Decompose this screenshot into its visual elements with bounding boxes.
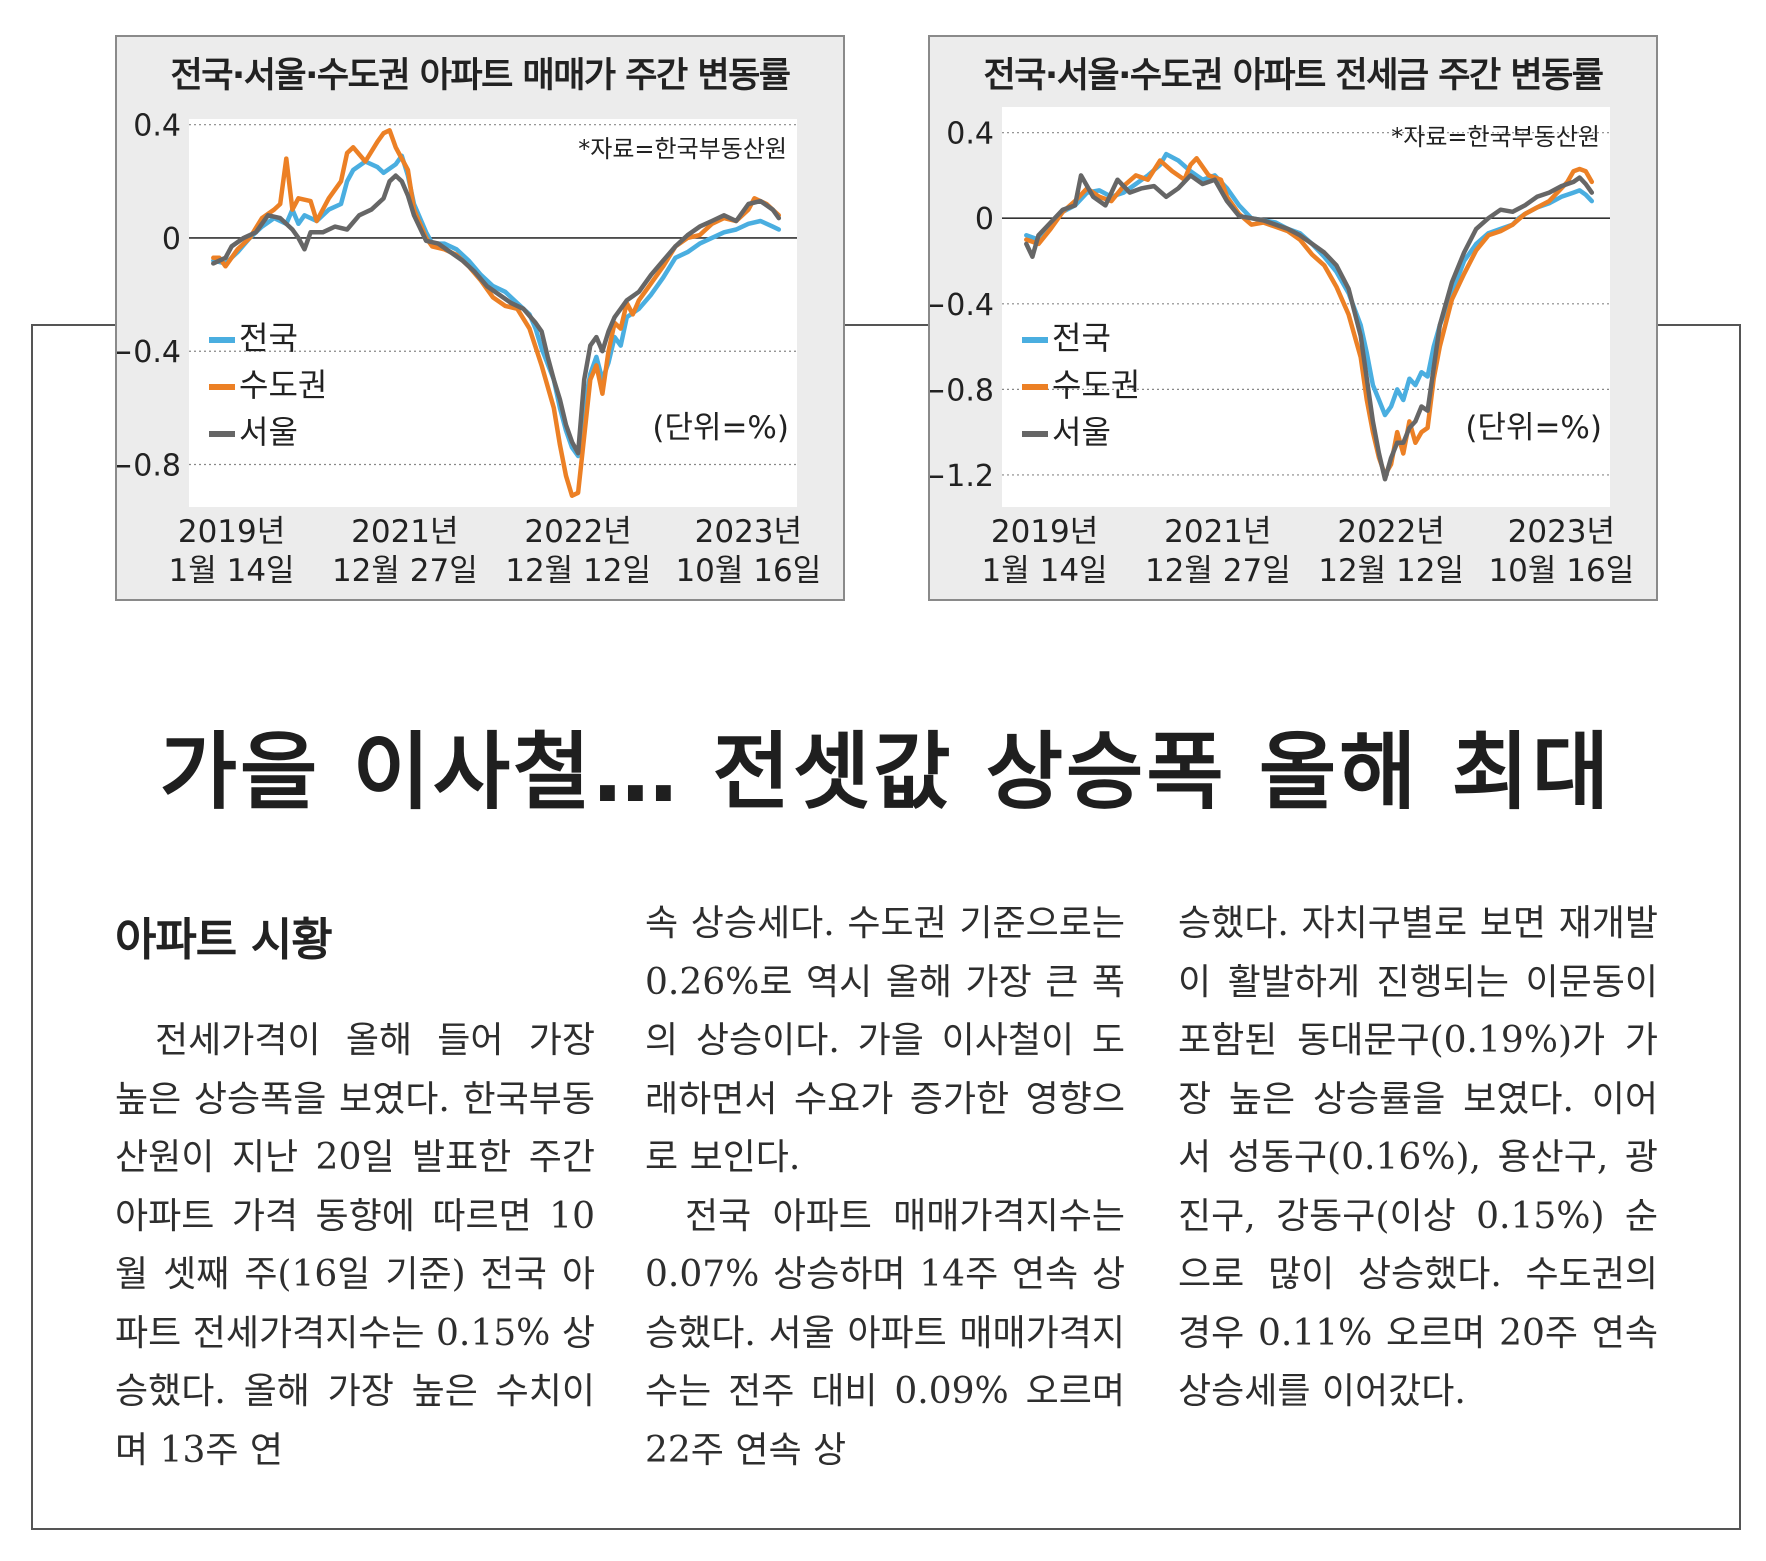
- plot-area: [1002, 107, 1610, 507]
- x-tick-label-year: 2019년: [178, 514, 285, 550]
- legend-label: 서울: [239, 413, 298, 451]
- x-tick-label-year: 2023년: [695, 514, 802, 550]
- x-tick-label-year: 2019년: [991, 514, 1098, 550]
- x-tick-label-date: 12월 27일: [332, 553, 478, 589]
- x-tick-label-year: 2022년: [524, 514, 631, 550]
- x-tick-label-date: 10월 16일: [675, 553, 821, 589]
- chart-jeonse-price: 전국·서울·수도권 아파트 전세금 주간 변동률 0.4 0 −0.4 −0.8 −1.…: [928, 35, 1658, 601]
- legend-label: 서울: [1052, 413, 1111, 451]
- legend-swatch: [1022, 384, 1048, 390]
- legend-swatch: [209, 384, 235, 390]
- series-line-seoul: [211, 173, 782, 456]
- y-tick-label: −0.8: [930, 373, 994, 408]
- legend-label: 수도권: [1052, 366, 1140, 404]
- y-tick-label: 0.4: [946, 117, 994, 152]
- article-column-3: 승했다. 자치구별로 보면 재개발이 활발하게 진행되는 이문동이 포함된 동대…: [1178, 895, 1658, 1422]
- y-tick-label: −0.4: [117, 335, 181, 370]
- legend-label: 수도권: [239, 366, 327, 404]
- series-line-metro: [211, 128, 782, 498]
- source-note: *자료=한국부동산원: [578, 135, 787, 163]
- chart-title: 전국·서울·수도권 아파트 매매가 주간 변동률: [170, 56, 791, 96]
- legend-label: 전국: [239, 319, 298, 357]
- article-paragraph: 속 상승세다. 수도권 기준으로는 0.26%로 역시 올해 가장 큰 폭의 상…: [645, 903, 1125, 1178]
- section-heading: 아파트 시황: [115, 913, 333, 966]
- y-tick-label: 0.4: [133, 109, 181, 144]
- article-frame: [31, 324, 1741, 1530]
- legend-swatch: [209, 337, 235, 343]
- x-tick-label-date: 12월 12일: [1318, 553, 1464, 589]
- legend-swatch: [1022, 431, 1048, 437]
- x-tick-label-date: 1월 14일: [982, 553, 1108, 589]
- headline: 가을 이사철… 전셋값 상승폭 올해 최대: [159, 723, 1613, 821]
- x-tick-label-date: 12월 27일: [1145, 553, 1291, 589]
- chart-title: 전국·서울·수도권 아파트 전세금 주간 변동률: [983, 56, 1604, 96]
- x-tick-label-year: 2021년: [1164, 514, 1271, 550]
- article-column-2: 속 상승세다. 수도권 기준으로는 0.26%로 역시 올해 가장 큰 폭의 상…: [645, 895, 1125, 1480]
- x-tick-label-date: 10월 16일: [1488, 553, 1634, 589]
- x-tick-label-date: 1월 14일: [169, 553, 295, 589]
- unit-label: (단위=%): [1465, 410, 1602, 446]
- legend-label: 전국: [1052, 319, 1111, 357]
- legend-swatch: [209, 431, 235, 437]
- y-tick-label: −0.4: [930, 288, 994, 323]
- chart-sale-price: 전국·서울·수도권 아파트 매매가 주간 변동률 0.4 0 −0.4 −0.8 *자료…: [115, 35, 845, 601]
- unit-label: (단위=%): [652, 410, 789, 446]
- y-tick-label: 0: [975, 202, 994, 237]
- article-paragraph: 승했다. 자치구별로 보면 재개발이 활발하게 진행되는 이문동이 포함된 동대…: [1178, 903, 1658, 1412]
- article-column-1: 전세가격이 올해 들어 가장 높은 상승폭을 보였다. 한국부동산원이 지난 2…: [115, 1012, 595, 1480]
- series-line-metro: [1024, 156, 1595, 478]
- article-paragraph: 전국 아파트 매매가격지수는 0.07% 상승하며 14주 연속 상승했다. 서…: [645, 1195, 1125, 1471]
- x-tick-label-year: 2021년: [351, 514, 458, 550]
- article-paragraph: 전세가격이 올해 들어 가장 높은 상승폭을 보였다. 한국부동산원이 지난 2…: [115, 1020, 595, 1471]
- x-tick-label-year: 2023년: [1508, 514, 1615, 550]
- legend-swatch: [1022, 337, 1048, 343]
- y-tick-label: 0: [162, 222, 181, 257]
- y-tick-label: −1.2: [930, 459, 994, 494]
- source-note: *자료=한국부동산원: [1391, 123, 1600, 151]
- x-tick-label-year: 2022년: [1337, 514, 1444, 550]
- series-line-seoul: [1024, 173, 1595, 482]
- y-tick-label: −0.8: [117, 449, 181, 484]
- x-tick-label-date: 12월 12일: [505, 553, 651, 589]
